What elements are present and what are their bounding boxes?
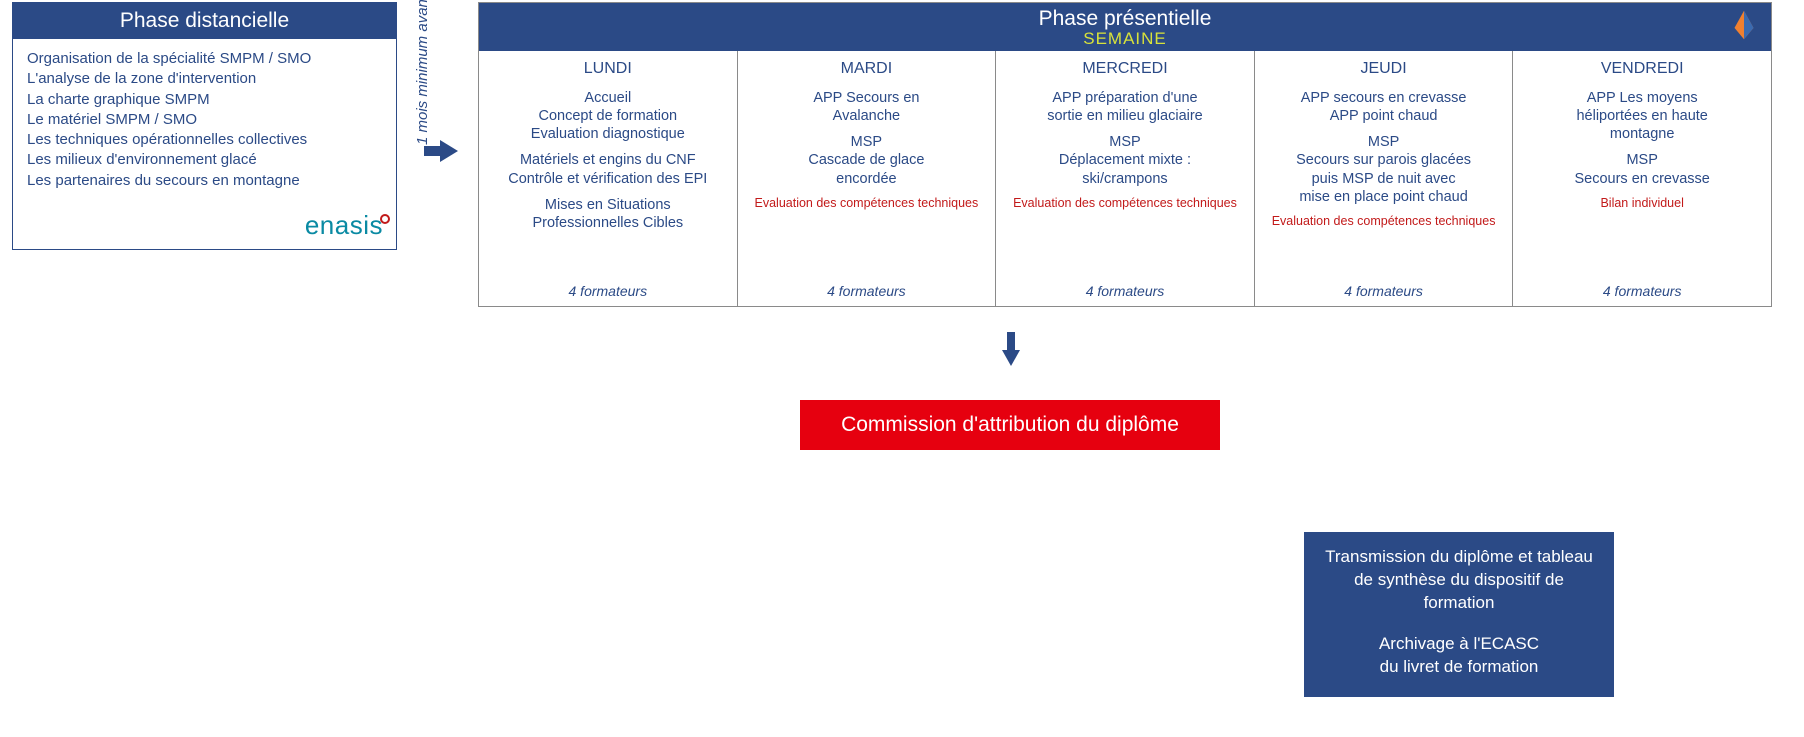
day-block: Mises en SituationsProfessionnelles Cibl…: [489, 196, 727, 232]
commission-box: Commission d'attribution du diplôme: [800, 400, 1220, 450]
day-cell: VENDREDI APP Les moyenshéliportées en hau…: [1512, 51, 1771, 306]
day-cell: MERCREDI APP préparation d'unesortie en m…: [995, 51, 1254, 306]
transmission-paragraph-2: Archivage à l'ECASCdu livret de formatio…: [1320, 633, 1598, 679]
arrow-right-icon: [440, 140, 458, 162]
enasis-dot-icon: [380, 214, 390, 224]
distance-item: Le matériel SMPM / SMO: [27, 110, 382, 130]
day-name: JEUDI: [1265, 59, 1503, 79]
day-eval-note: Evaluation des compétences techniques: [748, 196, 986, 212]
presentielle-phase-panel: Phase présentielle SEMAINE LUNDI AccueilC…: [478, 2, 1772, 307]
transmission-paragraph-1: Transmission du diplôme et tableau de sy…: [1320, 546, 1598, 615]
day-cell: LUNDI AccueilConcept de formationEvaluati…: [479, 51, 737, 306]
day-block: APP préparation d'unesortie en milieu gl…: [1006, 89, 1244, 125]
day-footer-note: 4 formateurs: [996, 283, 1254, 301]
day-cell: JEUDI APP secours en crevasseAPP point ch…: [1254, 51, 1513, 306]
distance-item: La charte graphique SMPM: [27, 90, 382, 110]
corner-logo-icon: [1725, 7, 1763, 45]
day-block: AccueilConcept de formationEvaluation di…: [489, 89, 727, 143]
distance-item: Les partenaires du secours en montagne: [27, 171, 382, 191]
day-eval-note: Evaluation des compétences techniques: [1006, 196, 1244, 212]
day-block: APP secours en crevasseAPP point chaud: [1265, 89, 1503, 125]
day-footer-note: 4 formateurs: [1513, 283, 1771, 301]
gap-duration-label: 1 mois minimum avant Module A: [414, 0, 431, 145]
distance-item: Organisation de la spécialité SMPM / SMO: [27, 49, 382, 69]
day-block: APP Les moyenshéliportées en hautemontag…: [1523, 89, 1761, 143]
enasis-logo: enasis: [305, 208, 384, 243]
enasis-text: enasis: [305, 210, 383, 240]
day-cell: MARDI APP Secours enAvalanche MSPCascade d…: [737, 51, 996, 306]
day-name: MERCREDI: [1006, 59, 1244, 79]
day-block: MSPDéplacement mixte :ski/crampons: [1006, 133, 1244, 187]
presentielle-header: Phase présentielle SEMAINE: [479, 3, 1771, 51]
distance-phase-body: Organisation de la spécialité SMPM / SMO…: [13, 39, 396, 249]
distance-phase-panel: Phase distancielle Organisation de la sp…: [12, 2, 397, 250]
day-block: MSPCascade de glaceencordée: [748, 133, 986, 187]
day-footer-note: 4 formateurs: [1255, 283, 1513, 301]
day-name: LUNDI: [489, 59, 727, 79]
day-block: MSPSecours sur parois glacéespuis MSP de…: [1265, 133, 1503, 206]
day-footer-note: 4 formateurs: [479, 283, 737, 301]
week-row: LUNDI AccueilConcept de formationEvaluati…: [479, 51, 1771, 306]
day-eval-note: Bilan individuel: [1523, 196, 1761, 212]
distance-item: Les milieux d'environnement glacé: [27, 150, 382, 170]
day-block: Matériels et engins du CNFContrôle et vé…: [489, 151, 727, 187]
day-name: VENDREDI: [1523, 59, 1761, 79]
presentielle-title: Phase présentielle: [483, 7, 1767, 31]
distance-item: Les techniques opérationnelles collectiv…: [27, 130, 382, 150]
arrow-down-icon: [1002, 350, 1020, 366]
day-eval-note: Evaluation des compétences techniques: [1265, 214, 1503, 230]
presentielle-subtitle: SEMAINE: [483, 29, 1767, 49]
day-block: MSPSecours en crevasse: [1523, 151, 1761, 187]
distance-item: L'analyse de la zone d'intervention: [27, 69, 382, 89]
transmission-box: Transmission du diplôme et tableau de sy…: [1304, 532, 1614, 697]
distance-phase-title: Phase distancielle: [13, 3, 396, 39]
day-block: APP Secours enAvalanche: [748, 89, 986, 125]
day-name: MARDI: [748, 59, 986, 79]
day-footer-note: 4 formateurs: [738, 283, 996, 301]
